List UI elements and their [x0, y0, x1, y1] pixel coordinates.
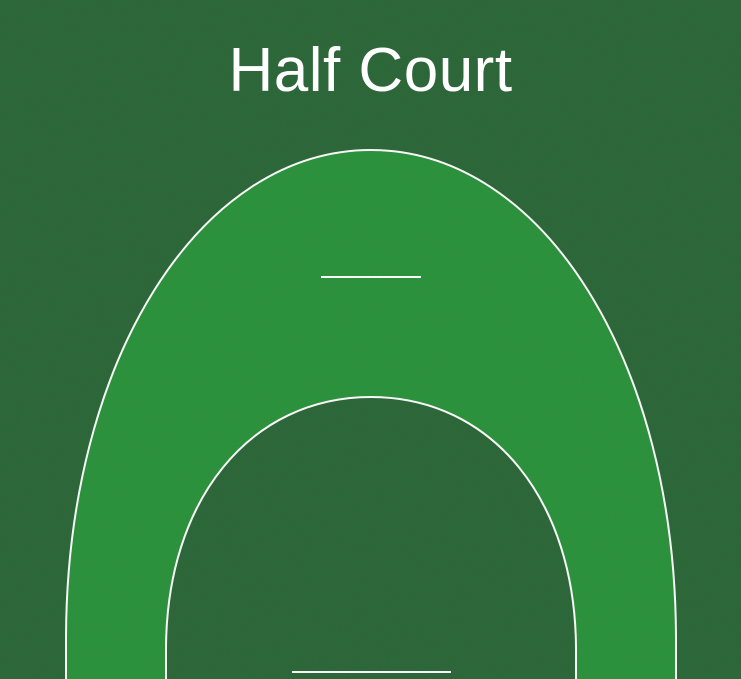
page-title: Half Court [228, 36, 513, 105]
